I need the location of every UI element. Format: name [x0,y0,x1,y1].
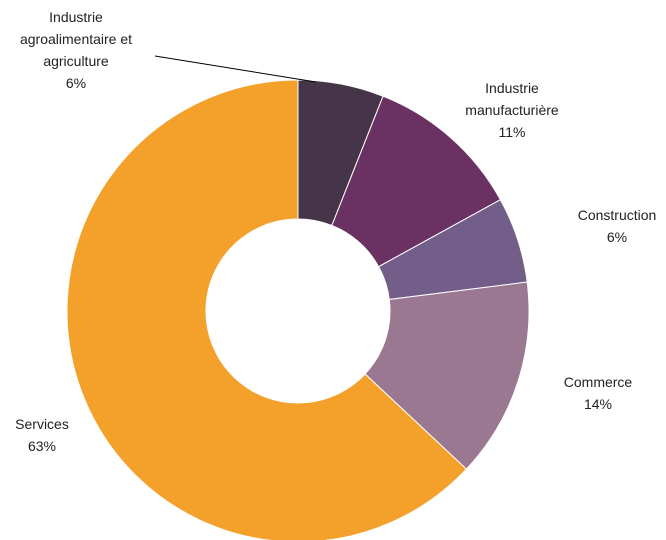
slice-labels: Industrie agroalimentaire et agriculture 6%… [15,9,656,454]
label-industrie-agroalimentaire-et-agriculture: Industrie agroalimentaire et agriculture 6% [20,9,132,91]
percent-label: 11% [499,124,526,140]
percent-label: 6% [66,75,86,91]
category-label: Services [15,416,69,432]
percent-label: 63% [28,438,56,454]
slice-services [66,79,468,540]
category-label: agroalimentaire et [20,31,132,47]
category-label: manufacturière [465,102,559,118]
donut-slices [66,79,530,540]
label-commerce: Commerce 14% [564,374,633,412]
category-label: Construction [578,207,657,223]
category-label: agriculture [43,53,109,69]
category-label: Industrie [485,80,539,96]
slice-commerce [364,281,530,470]
leader-line [154,55,317,83]
label-construction: Construction 6% [578,207,657,245]
percent-label: 14% [584,396,612,412]
category-label: Industrie [49,9,103,25]
label-industrie-manufacturiere: Industrie manufacturière 11% [465,80,559,140]
category-label: Commerce [564,374,633,390]
label-services: Services 63% [15,416,69,454]
percent-label: 6% [607,229,627,245]
slice-industrie-manufacturiere [331,95,502,268]
leader-lines [154,55,317,83]
